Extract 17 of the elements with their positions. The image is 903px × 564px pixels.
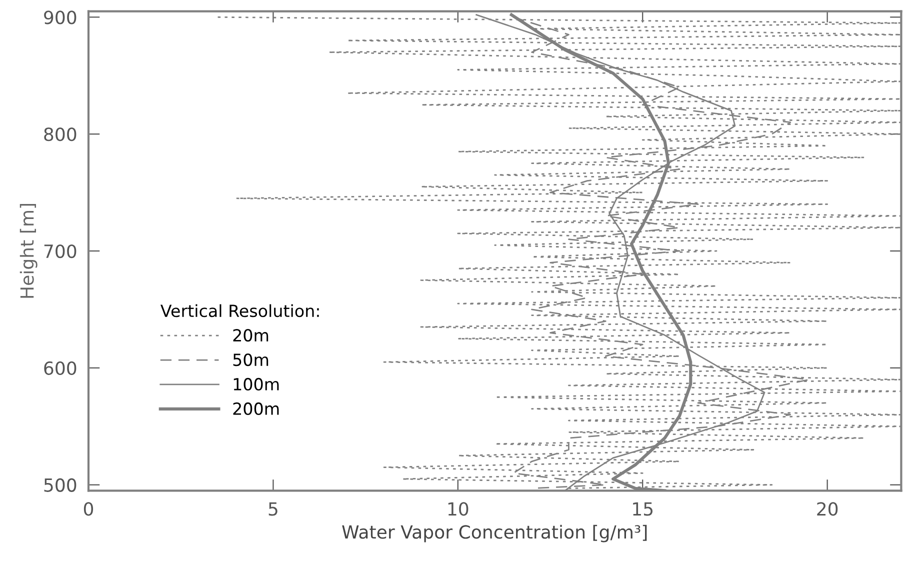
- x-tick-label: 10: [448, 502, 468, 516]
- legend-label: 200m: [233, 402, 279, 416]
- legend-label: 20m: [233, 329, 268, 342]
- x-tick-label: 0: [84, 502, 94, 516]
- legend-label: 100m: [234, 378, 279, 391]
- x-tick-label: 20: [817, 502, 838, 516]
- y-tick-label: 700: [44, 244, 76, 258]
- y-tick-label: 600: [44, 361, 76, 376]
- y-tick-label: 900: [44, 10, 76, 24]
- legend-title: Vertical Resolution:: [160, 304, 319, 318]
- y-tick-label: 800: [44, 128, 76, 142]
- x-axis-title: Water Vapor Concentration [g/m³]: [342, 524, 647, 542]
- y-tick-label: 500: [44, 478, 76, 492]
- legend-label: 50m: [233, 353, 268, 366]
- x-tick-label: 15: [633, 502, 653, 516]
- x-tick-label: 5: [268, 502, 278, 516]
- y-axis-title: Height [m]: [20, 204, 38, 298]
